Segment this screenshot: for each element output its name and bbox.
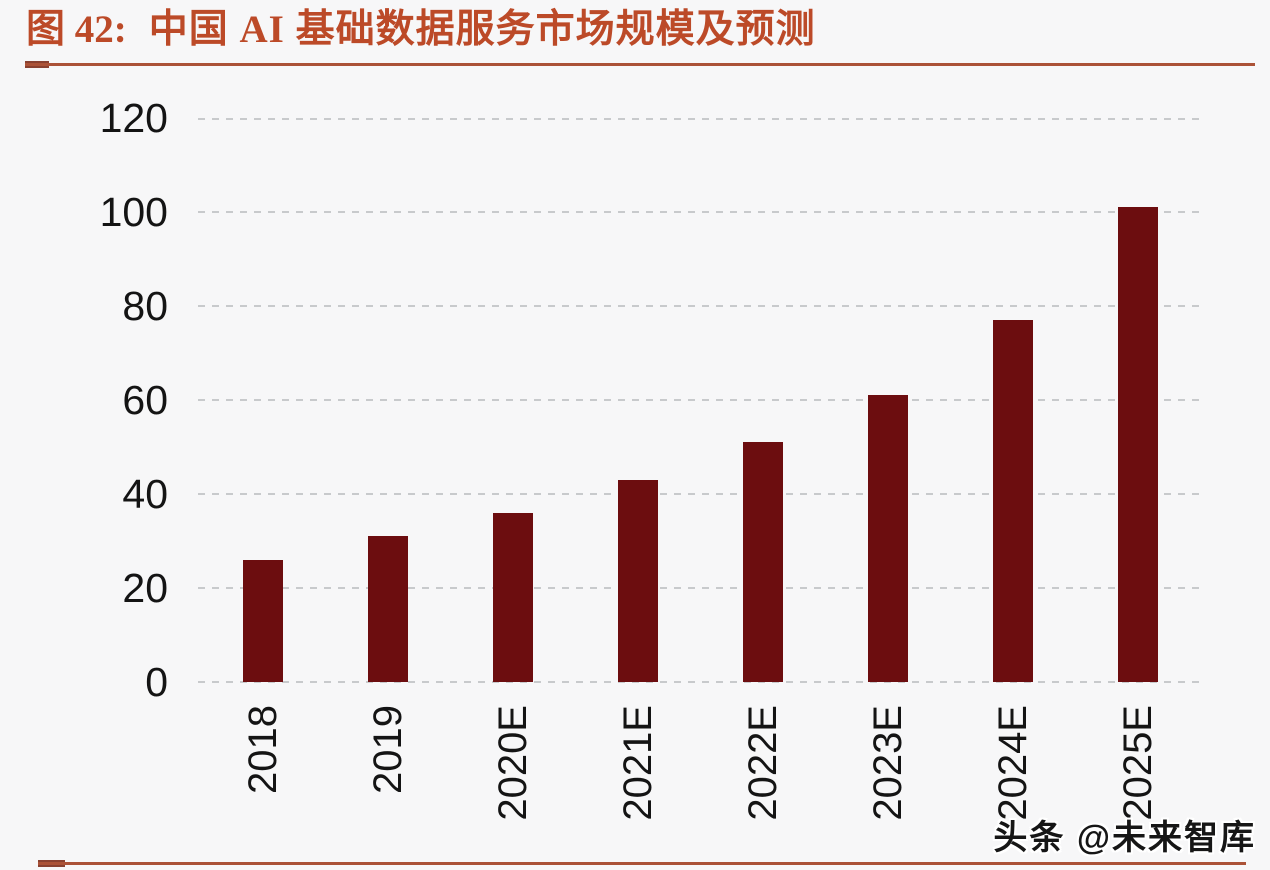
gridline xyxy=(198,305,1205,307)
figure-title: 中国 AI 基础数据服务市场规模及预测 xyxy=(148,8,816,51)
title-underline xyxy=(25,63,1255,66)
bar-2021E xyxy=(618,480,658,682)
y-tick-label: 80 xyxy=(122,283,168,329)
y-tick-label: 0 xyxy=(145,659,168,705)
y-tick-label: 40 xyxy=(122,471,168,517)
y-tick-label: 60 xyxy=(122,377,168,423)
gridline xyxy=(198,587,1205,589)
y-tick-label: 120 xyxy=(99,95,168,141)
figure-header: 图 42: 中国 AI 基础数据服务市场规模及预测 xyxy=(26,2,816,58)
bar-2022E xyxy=(743,442,783,682)
x-tick-label: 2020E xyxy=(491,705,535,821)
x-tick-label: 2018 xyxy=(241,705,285,794)
watermark: 头条 @未来智库 xyxy=(993,819,1256,857)
bar-2020E xyxy=(493,513,533,682)
figure-number-label: 图 42: xyxy=(26,8,127,51)
x-tick-label: 2021E xyxy=(616,705,660,821)
bar-2024E xyxy=(993,320,1033,682)
bottom-rule xyxy=(38,862,1246,865)
x-tick-label: 2022E xyxy=(741,705,785,821)
bar-2019 xyxy=(368,536,408,682)
gridline xyxy=(198,211,1205,213)
gridline xyxy=(198,681,1205,683)
y-tick-label: 100 xyxy=(99,189,168,235)
x-tick-label: 2019 xyxy=(366,705,410,794)
gridline xyxy=(198,118,1205,120)
bar-2018 xyxy=(243,560,283,682)
plot-area xyxy=(198,118,1205,683)
gridline xyxy=(198,493,1205,495)
gridline xyxy=(198,399,1205,401)
bar-2025E xyxy=(1118,207,1158,682)
bar-2023E xyxy=(868,395,908,682)
y-tick-label: 20 xyxy=(122,565,168,611)
x-tick-label: 2023E xyxy=(866,705,910,821)
